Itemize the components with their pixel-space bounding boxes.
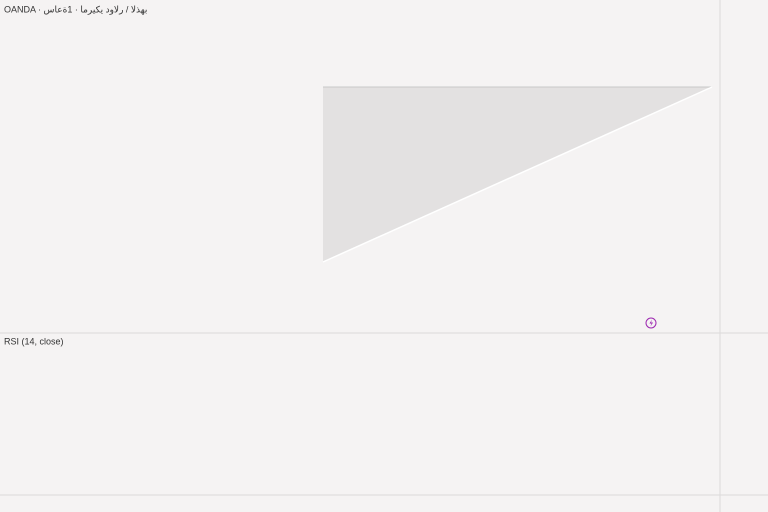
indicator-title: RSI (14, close) xyxy=(4,336,64,346)
chart-title: OANDA · بهذلا / رلاود يكيرما · 1ةعاس xyxy=(4,4,147,14)
pattern-trend-line xyxy=(322,86,713,263)
alert-icon[interactable] xyxy=(645,317,657,329)
